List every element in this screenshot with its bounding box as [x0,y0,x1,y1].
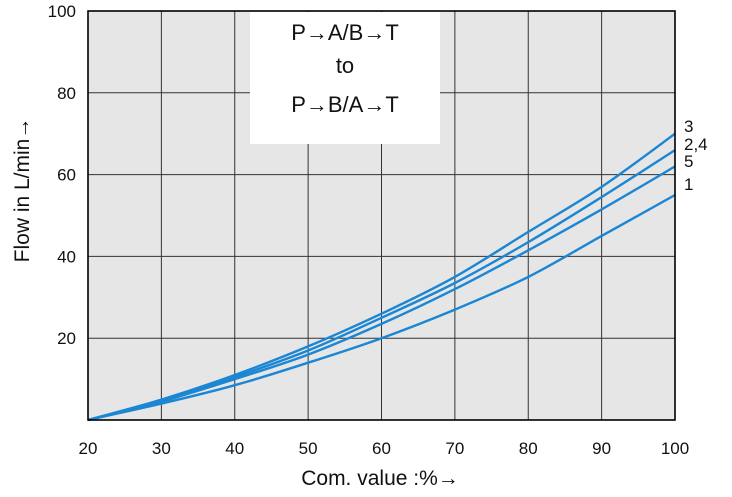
y-tick-label: 80 [57,84,76,103]
y-axis-label: Flow in L/min→ [11,118,34,263]
y-tick-label: 20 [57,329,76,348]
y-tick-label: 100 [48,2,76,21]
annotation-line: P→B/A→T [291,92,399,117]
x-tick-label: 80 [519,439,538,458]
x-tick-labels: 20 30 40 50 60 70 80 90 100 [79,439,690,458]
y-tick-labels: 20 40 60 80 100 [48,2,76,348]
annotation: P→A/B→T to P→B/A→T [291,20,399,117]
annotation-line: P→A/B→T [291,20,399,45]
series-label: 5 [684,152,693,171]
x-tick-label: 60 [372,439,391,458]
x-tick-label: 90 [592,439,611,458]
annotation-box [250,12,440,144]
plot-frame [87,10,676,421]
x-tick-label: 20 [79,439,98,458]
annotation-line: to [336,53,354,78]
series-line [87,165,676,422]
series-label: 2,4 [684,135,708,154]
series-line [87,193,676,422]
x-tick-label: 70 [445,439,464,458]
series-lines [87,132,676,422]
series-labels: 32,45 1 [684,117,708,194]
x-axis-label: Com. value :%→ [301,467,459,490]
x-tick-label: 30 [152,439,171,458]
x-tick-label: 40 [225,439,244,458]
series-line [87,149,676,422]
x-tick-label: 100 [661,439,689,458]
series-label: 3 [684,117,693,136]
x-tick-label: 50 [299,439,318,458]
series-label: 1 [684,175,693,194]
y-tick-label: 60 [57,166,76,185]
y-tick-label: 40 [57,247,76,266]
